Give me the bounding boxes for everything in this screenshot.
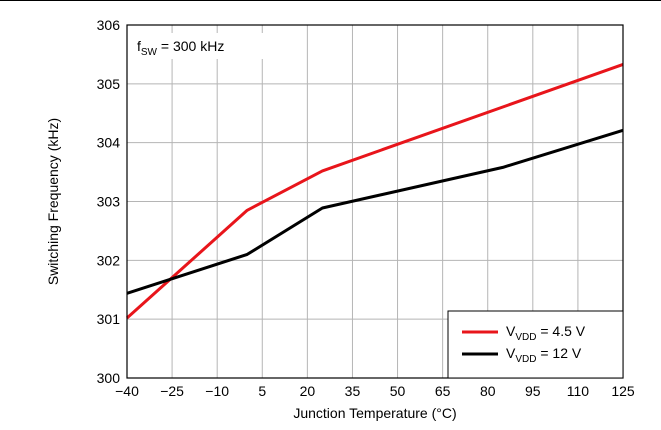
y-axis-label: Switching Frequency (kHz) xyxy=(45,118,61,285)
x-tick-label: 5 xyxy=(258,383,266,399)
x-tick-label: −40 xyxy=(115,383,139,399)
annotation-text: fSW = 300 kHz xyxy=(137,38,224,58)
tick-labels: −40 −25 −10 5 20 35 50 65 80 95 110 125 300 301 302 303… xyxy=(97,17,635,399)
top-rule xyxy=(0,0,661,1)
annotation-background xyxy=(131,33,271,59)
x-tick-label: 95 xyxy=(525,383,541,399)
legend-label-vvdd-4-5v: VVDD = 4.5 V xyxy=(506,323,586,343)
y-tick-label: 305 xyxy=(97,76,121,92)
legend-box xyxy=(447,310,624,379)
annotation-rest: = 300 kHz xyxy=(157,38,224,54)
series-lines xyxy=(125,62,624,320)
y-tick-label: 303 xyxy=(97,194,121,210)
x-tick-label: −10 xyxy=(205,383,229,399)
y-tick-label: 304 xyxy=(97,135,121,151)
x-tick-label: 35 xyxy=(345,383,361,399)
fsw-annotation: fSW = 300 kHz xyxy=(131,33,271,59)
annotation-main: f xyxy=(137,38,141,54)
x-tick-label: 20 xyxy=(300,383,316,399)
series-line-vvdd-12v xyxy=(126,128,624,295)
plot-frame xyxy=(126,24,624,379)
x-tick-label: 50 xyxy=(390,383,406,399)
x-tick-label: 65 xyxy=(435,383,451,399)
y-tick-label: 302 xyxy=(97,252,121,268)
annotation-sub: SW xyxy=(141,47,158,58)
legend-label-vvdd-12v: VVDD = 12 V xyxy=(506,345,582,365)
y-tick-label: 306 xyxy=(97,17,121,33)
x-tick-label: 110 xyxy=(567,383,590,399)
y-tick-label: 300 xyxy=(97,370,121,386)
x-axis-label: Junction Temperature (°C) xyxy=(293,405,456,421)
legend: VVDD = 4.5 V VVDD = 12 V xyxy=(447,310,624,379)
x-tick-label: −25 xyxy=(160,383,184,399)
series-line-vvdd-4-5v xyxy=(125,62,624,320)
x-tick-label: 80 xyxy=(480,383,496,399)
y-tick-label: 301 xyxy=(97,311,121,327)
x-tick-label: 125 xyxy=(611,383,635,399)
